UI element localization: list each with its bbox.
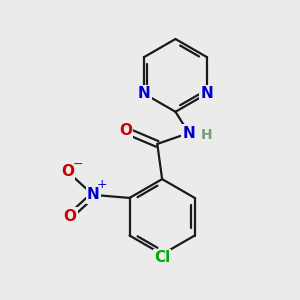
Text: Cl: Cl (154, 250, 170, 265)
Text: −: − (73, 158, 83, 170)
Text: H: H (201, 128, 213, 142)
Text: N: N (138, 86, 150, 101)
Text: O: O (119, 123, 132, 138)
Text: O: O (61, 164, 74, 179)
Text: N: N (182, 125, 195, 140)
Text: O: O (64, 208, 76, 224)
Text: +: + (96, 178, 107, 191)
Text: N: N (87, 188, 100, 202)
Text: N: N (201, 86, 213, 101)
